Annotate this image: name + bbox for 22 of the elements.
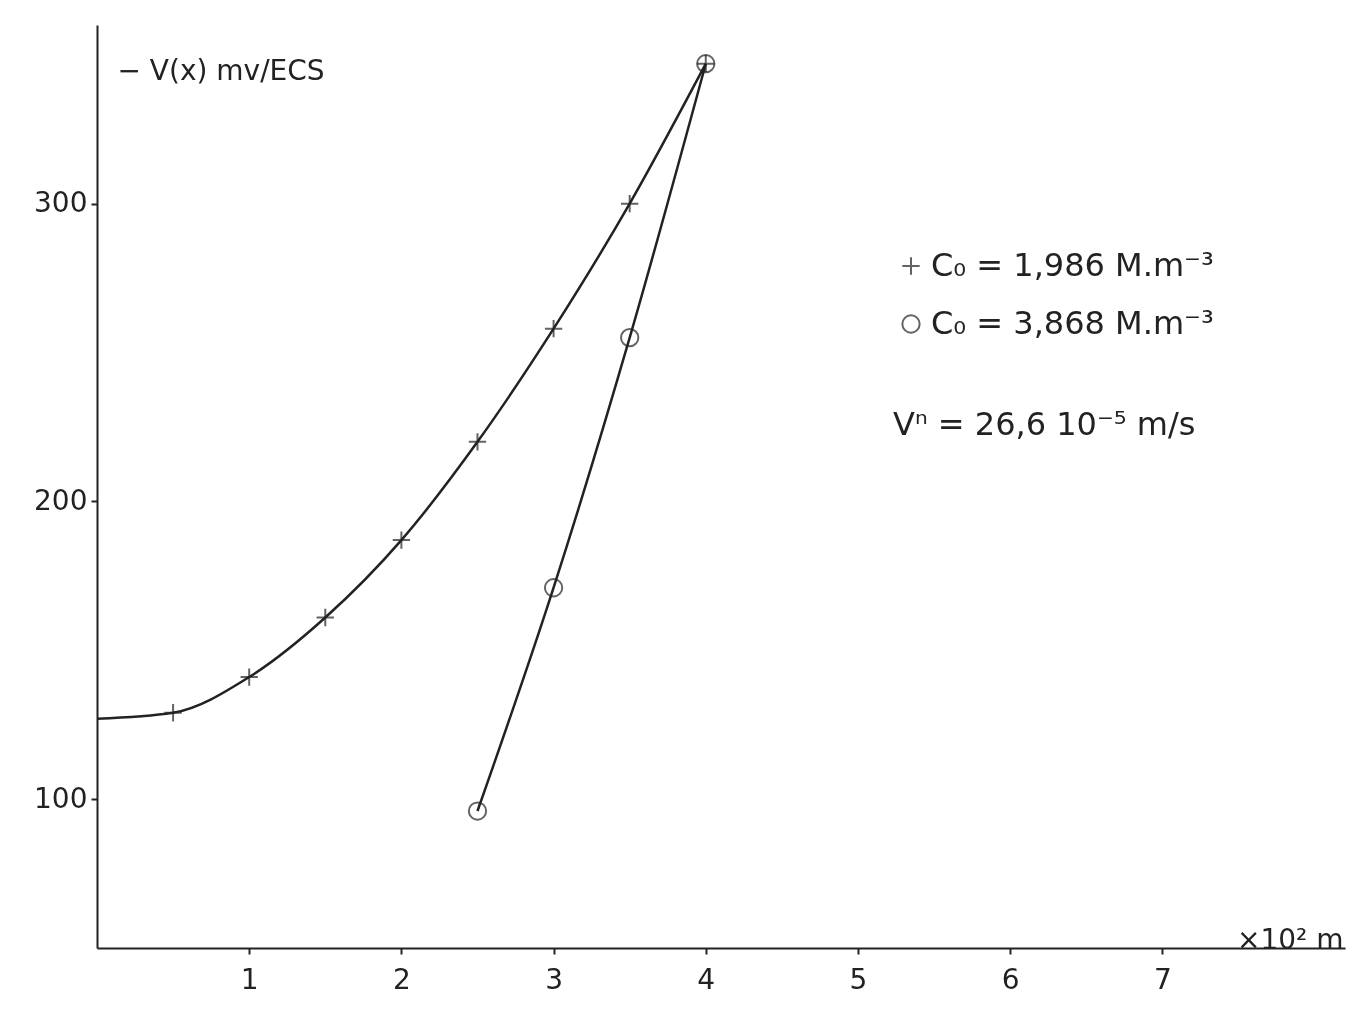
x-tick-label: 2 bbox=[392, 962, 411, 996]
point bbox=[543, 578, 564, 598]
point bbox=[543, 319, 564, 339]
legend-label: C₀ = 1,986 M.m⁻³ bbox=[931, 246, 1214, 284]
x-tick-label: 1 bbox=[240, 962, 259, 996]
point bbox=[620, 193, 640, 214]
x-tick-label: 5 bbox=[849, 962, 868, 996]
annotation: Vⁿ = 26,6 10⁻⁵ m/s bbox=[893, 405, 1196, 443]
legend-label: C₀ = 3,868 M.m⁻³ bbox=[931, 304, 1214, 342]
x-tick-label: 3 bbox=[545, 962, 563, 996]
y-tick-label: 100 bbox=[34, 781, 88, 815]
point bbox=[467, 432, 488, 452]
point bbox=[467, 801, 488, 821]
x-tick-label: 7 bbox=[1153, 962, 1172, 996]
y-axis-title: − V(x) mv/ECS bbox=[117, 53, 325, 87]
y-tick-label: 200 bbox=[34, 483, 88, 517]
x-tick-label: 6 bbox=[1001, 962, 1020, 996]
point bbox=[620, 327, 640, 348]
x-tick-label: 4 bbox=[697, 962, 716, 996]
point bbox=[315, 607, 335, 628]
x-axis-title: ×10² m bbox=[1237, 922, 1344, 956]
y-tick-label: 300 bbox=[34, 186, 88, 220]
